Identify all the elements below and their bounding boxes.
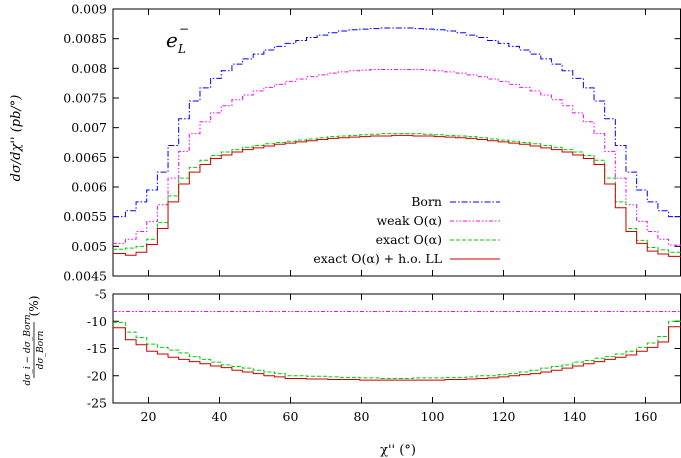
top-series-weak-o- xyxy=(113,69,681,246)
top-panel: 0.0045 0.005 0.0055 0.006 0.0065 0.007 0.0075 0… xyxy=(63,2,681,284)
top-y-tick-label: 0.0045 xyxy=(63,269,107,284)
top-y-tick-label: 0.005 xyxy=(71,239,107,254)
panel-annotation: e L − xyxy=(166,22,189,56)
top-y-tick-label: 0.0065 xyxy=(63,150,107,165)
top-y-tick-label: 0.007 xyxy=(71,120,107,135)
annotation-subscript: L xyxy=(177,42,186,56)
top-y-tick-label: 0.0055 xyxy=(63,209,107,224)
x-tick-label: 160 xyxy=(634,409,658,424)
legend-label: exact O(α) xyxy=(376,232,442,247)
legend-label: Born xyxy=(411,194,442,209)
x-tick-label: 80 xyxy=(354,409,370,424)
bottom-y-axis-label: dσ_i − dσ_Born dσ_Born (%) xyxy=(23,296,46,386)
top-y-tick-label: 0.0075 xyxy=(63,91,107,106)
annotation-base: e xyxy=(166,28,178,52)
bottom-y-label-denominator: dσ_Born xyxy=(36,331,46,370)
x-tick-label: 20 xyxy=(141,409,157,424)
top-series-born xyxy=(113,27,681,218)
top-y-tick-label: 0.009 xyxy=(71,2,107,17)
bottom-y-label-unit: (%) xyxy=(27,296,41,317)
top-series-exact-o-h-o-ll xyxy=(113,134,681,257)
bottom-series-exact-o-h-o-ll xyxy=(113,326,681,381)
x-tick-label: 40 xyxy=(212,409,228,424)
top-y-tick-label: 0.0085 xyxy=(63,31,107,46)
top-y-tick-label: 0.006 xyxy=(71,180,107,195)
x-tick-label: 60 xyxy=(283,409,299,424)
bottom-y-tick-label: -10 xyxy=(87,314,107,329)
bottom-series-exact-o- xyxy=(113,320,681,379)
bottom-panel: -25 -20 -15 -10 -5 20 40 60 80 100 120 140 160 xyxy=(87,287,681,424)
x-tick-label: 100 xyxy=(421,409,445,424)
legend: Born weak O(α) exact O(α) exact O(α) + h.o.… xyxy=(313,194,500,266)
x-tick-label: 140 xyxy=(563,409,587,424)
bottom-y-tick-label: -25 xyxy=(87,396,107,411)
annotation-superscript: − xyxy=(179,22,189,36)
top-y-axis-label: dσ/dχ'' (pb/°) xyxy=(9,95,24,182)
legend-label: weak O(α) xyxy=(376,213,442,228)
x-tick-label: 120 xyxy=(492,409,516,424)
bottom-y-tick-label: -15 xyxy=(87,341,107,356)
top-y-tick-label: 0.008 xyxy=(71,61,107,76)
x-axis-label: χ'' (°) xyxy=(380,443,416,458)
bottom-y-tick-label: -20 xyxy=(87,368,107,383)
bottom-y-tick-label: -5 xyxy=(95,287,107,302)
bottom-y-label-numerator: dσ_i − dσ_Born xyxy=(23,314,33,385)
legend-label: exact O(α) + h.o. LL xyxy=(313,251,442,266)
bottom-plot-frame xyxy=(112,293,681,404)
